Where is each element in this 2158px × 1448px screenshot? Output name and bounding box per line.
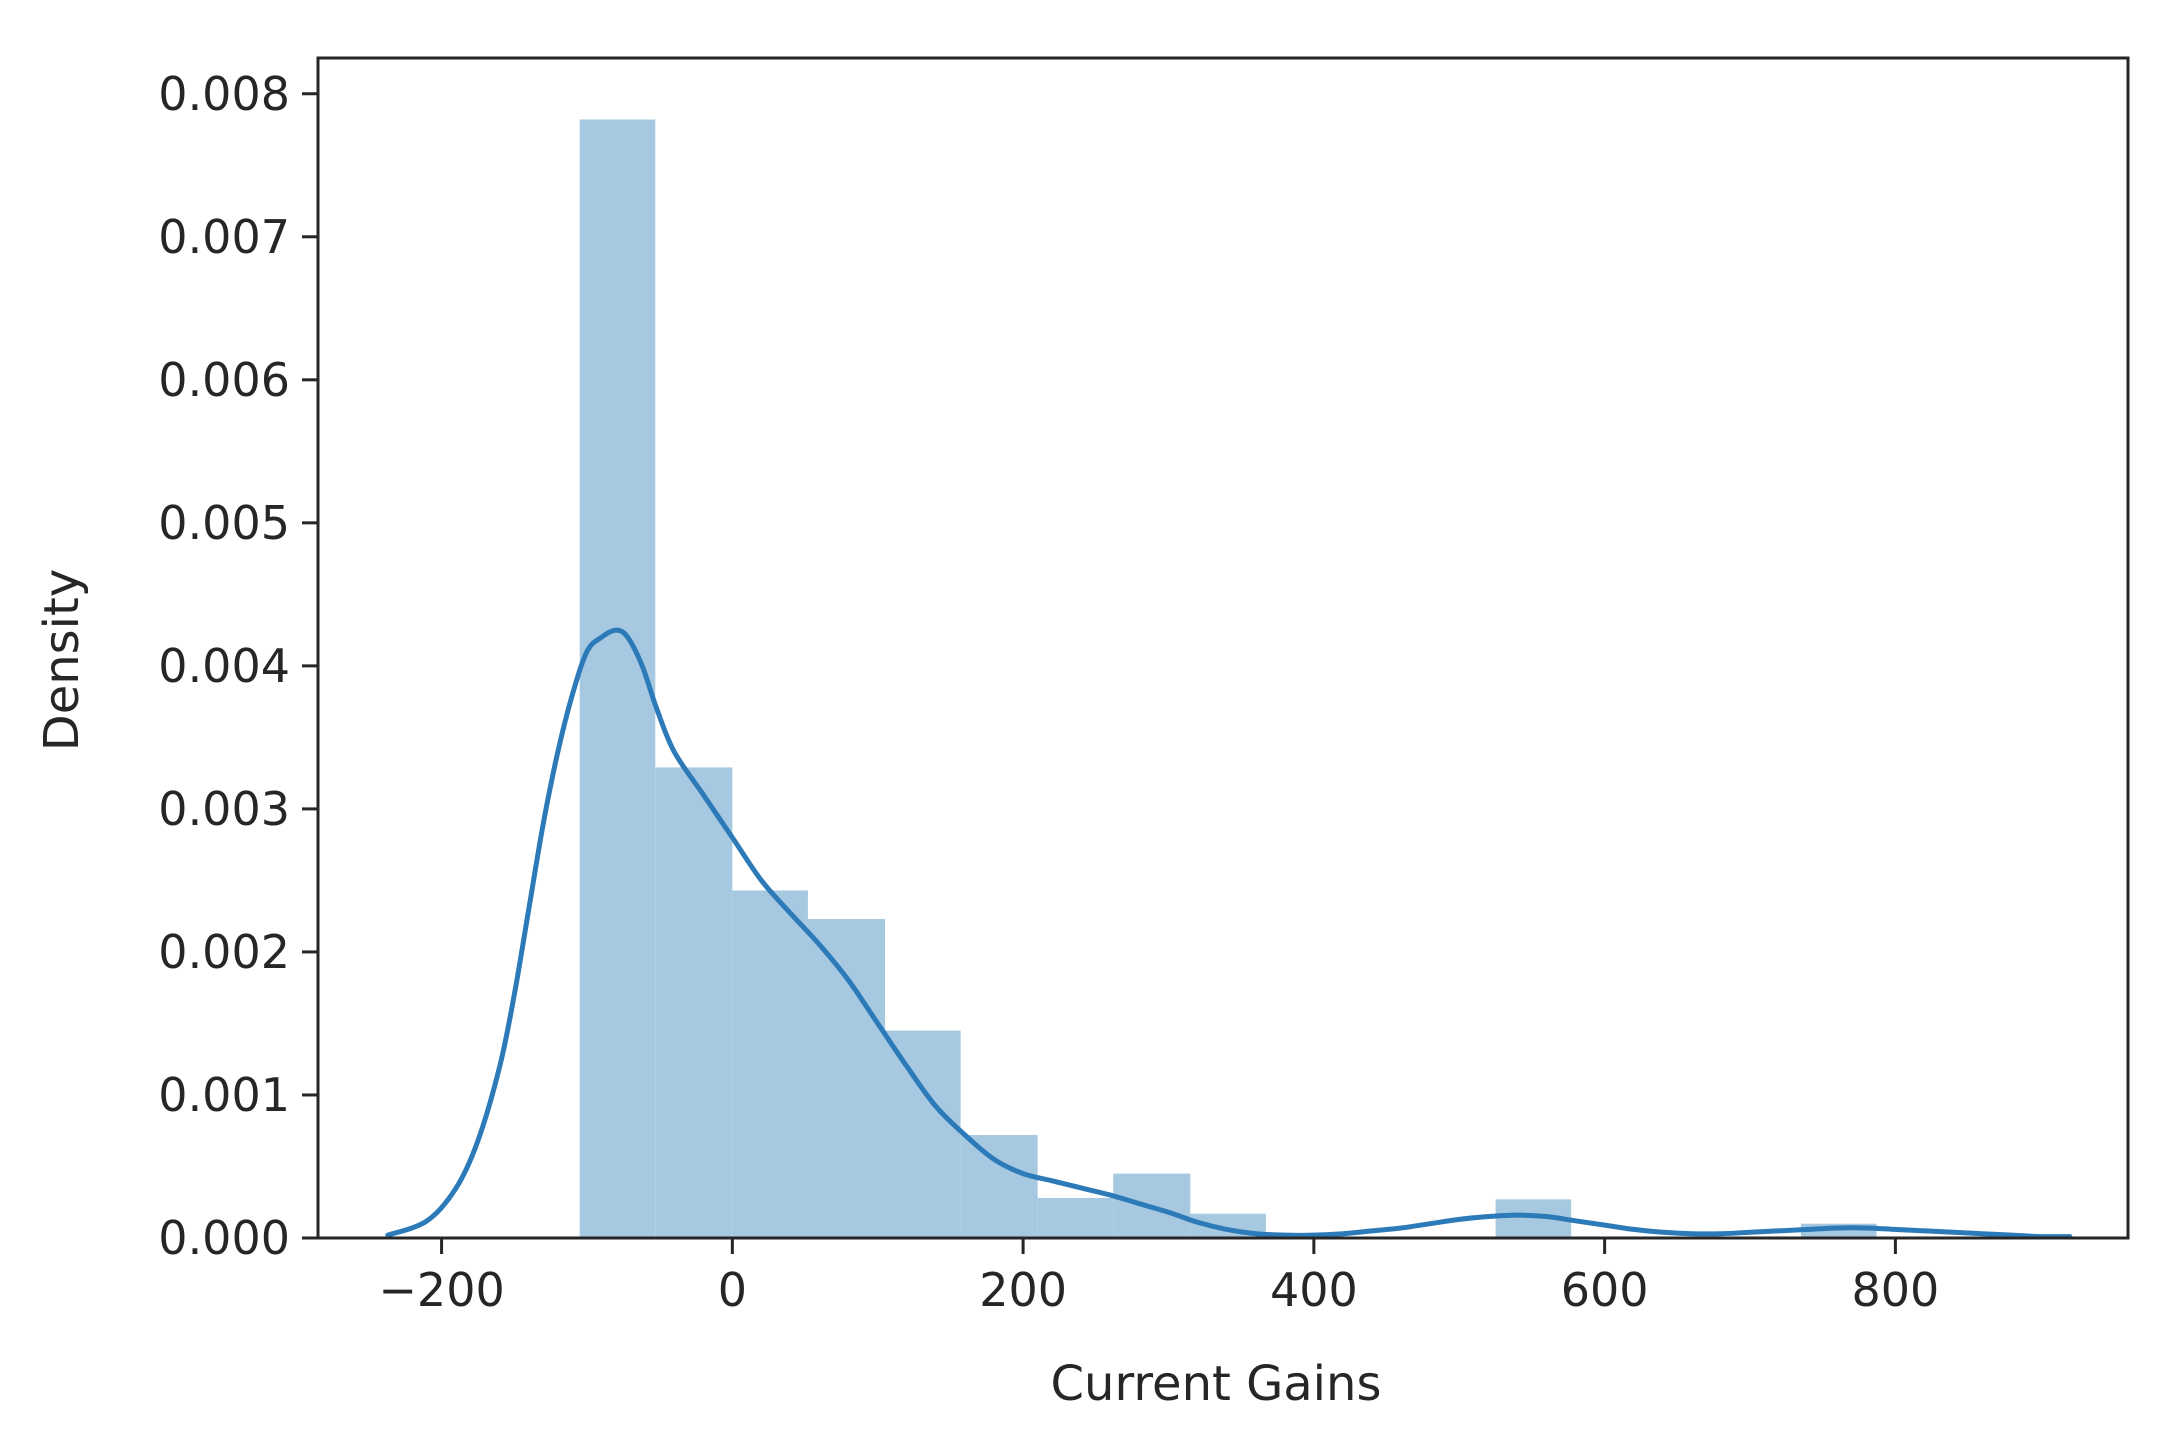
y-tick-label: 0.003 — [158, 782, 290, 836]
y-tick-label: 0.006 — [158, 353, 290, 407]
histogram-bar-3 — [807, 919, 885, 1238]
x-tick-label: 800 — [1851, 1263, 1939, 1317]
y-tick-label: 0.008 — [158, 67, 290, 121]
histogram-bar-1 — [655, 767, 733, 1238]
y-tick-label: 0.004 — [158, 639, 290, 693]
histogram-bar-4 — [884, 1030, 961, 1238]
histogram-bar-0 — [579, 119, 656, 1238]
histogram-bar-6 — [1037, 1197, 1114, 1238]
y-axis-ticks: 0.000 0.001 0.002 0.003 0.004 0.005 0.006 0.007… — [158, 67, 318, 1265]
x-tick-label: 200 — [979, 1263, 1067, 1317]
histogram-bar-2 — [732, 890, 808, 1238]
y-tick-label: 0.000 — [158, 1211, 290, 1265]
x-tick-label: 400 — [1270, 1263, 1358, 1317]
x-axis-label: Current Gains — [1051, 1356, 1382, 1412]
y-tick-label: 0.002 — [158, 925, 290, 979]
x-tick-label: 0 — [718, 1263, 747, 1317]
y-tick-label: 0.007 — [158, 210, 290, 264]
histogram-bar-5 — [960, 1135, 1038, 1238]
x-tick-label: 600 — [1561, 1263, 1649, 1317]
x-tick-label: −200 — [378, 1263, 504, 1317]
kde-density-line — [385, 627, 2073, 1240]
x-axis-ticks: −200 0 200 400 600 800 — [378, 1238, 1939, 1317]
y-tick-label: 0.005 — [158, 496, 290, 550]
axes-frame — [316, 56, 2130, 1240]
y-axis-label: Density — [34, 569, 90, 751]
y-tick-label: 0.001 — [158, 1068, 290, 1122]
histogram-bars — [579, 119, 1877, 1238]
